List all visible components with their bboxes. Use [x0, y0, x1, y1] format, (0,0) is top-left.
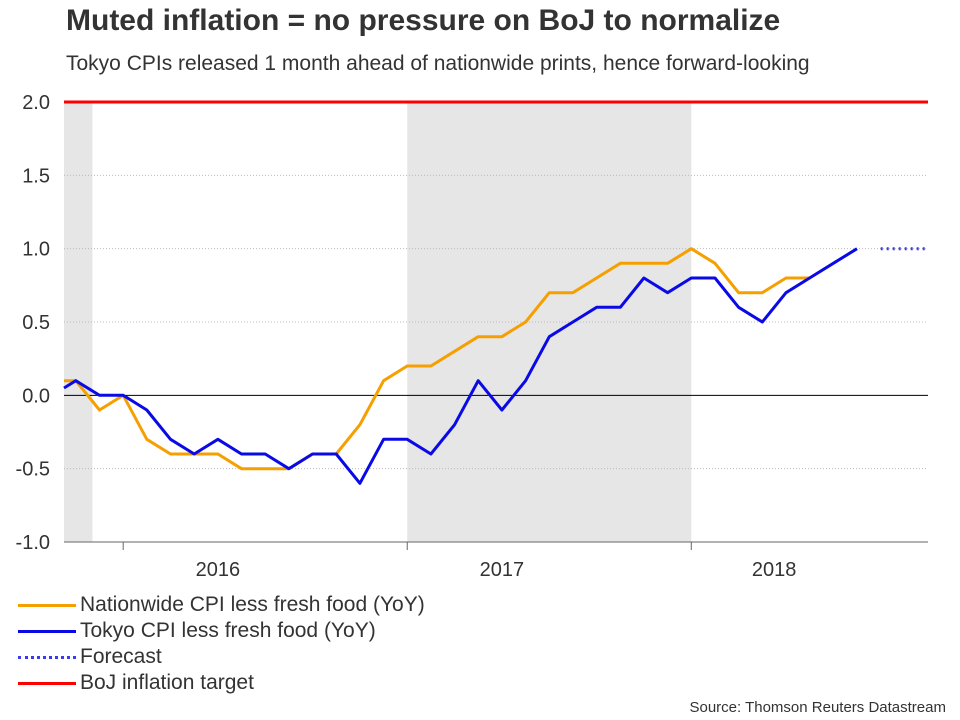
legend-label-forecast: Forecast — [80, 645, 162, 668]
y-tick-label: 2.0 — [22, 92, 50, 114]
y-tick-label: 1.0 — [22, 239, 50, 261]
chart-title: Muted inflation = no pressure on BoJ to … — [66, 4, 781, 37]
shaded-regions — [64, 102, 692, 542]
legend-swatch-tokyo — [18, 629, 76, 633]
tokyo-cpi-line — [63, 247, 858, 485]
chart-subtitle: Tokyo CPIs released 1 month ahead of nat… — [66, 52, 810, 75]
source-note: Source: Thomson Reuters Datastream — [689, 699, 946, 716]
legend-item-tokyo: Tokyo CPI less fresh food (YoY) — [18, 618, 425, 644]
y-tick-label: -1.0 — [16, 532, 50, 554]
tick-labels: -1.0 -0.5 0.0 0.5 1.0 1.5 2.0 2016 2017 2018 — [16, 92, 797, 581]
legend-item-forecast: Forecast — [18, 644, 425, 670]
legend-label-target: BoJ inflation target — [80, 671, 254, 694]
y-tick-label: 1.5 — [22, 165, 50, 187]
shaded-region-1 — [407, 102, 692, 542]
legend-label-tokyo: Tokyo CPI less fresh food (YoY) — [80, 619, 376, 642]
series-lines — [63, 100, 928, 485]
shaded-region-0 — [64, 102, 93, 542]
legend-label-nationwide: Nationwide CPI less fresh food (YoY) — [80, 593, 425, 616]
legend-item-target: BoJ inflation target — [18, 670, 425, 696]
legend-item-nationwide: Nationwide CPI less fresh food (YoY) — [18, 592, 425, 618]
legend-swatch-forecast — [18, 655, 76, 659]
axes — [64, 541, 928, 550]
y-tick-label: -0.5 — [16, 459, 50, 481]
nationwide-cpi-line — [64, 247, 810, 471]
y-tick-label: 0.0 — [22, 385, 50, 407]
x-tick-label-2016: 2016 — [196, 559, 241, 581]
y-tick-label: 0.5 — [22, 312, 50, 334]
x-tick-label-2018: 2018 — [752, 559, 797, 581]
legend-swatch-nationwide — [18, 603, 76, 607]
legend-swatch-target — [18, 681, 76, 685]
legend: Nationwide CPI less fresh food (YoY) Tok… — [18, 592, 425, 696]
x-tick-label-2017: 2017 — [480, 559, 525, 581]
